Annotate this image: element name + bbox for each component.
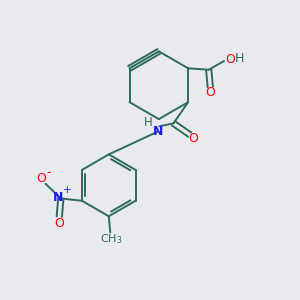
Text: O: O (188, 133, 198, 146)
Text: -: - (47, 166, 51, 179)
Text: N: N (53, 191, 64, 204)
Text: O: O (225, 53, 235, 66)
Text: O: O (54, 217, 64, 230)
Text: H: H (144, 116, 152, 129)
Text: O: O (36, 172, 46, 185)
Text: H: H (235, 52, 244, 65)
Text: O: O (205, 86, 215, 99)
Text: N: N (153, 125, 163, 138)
Text: CH$_3$: CH$_3$ (100, 232, 122, 246)
Text: +: + (63, 185, 72, 195)
